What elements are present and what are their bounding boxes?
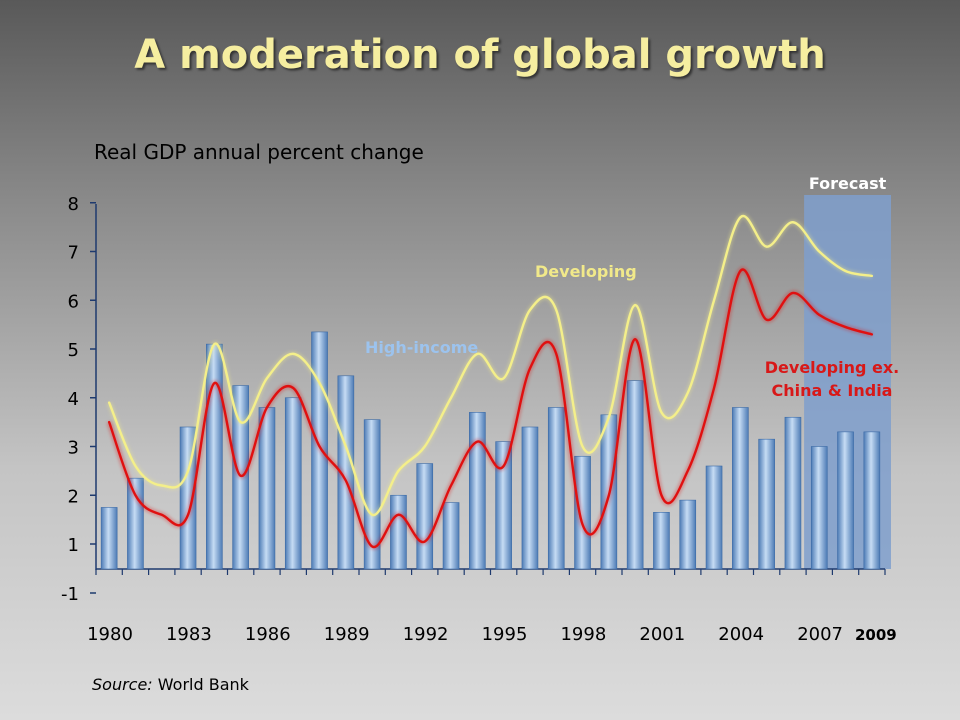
bar [810, 446, 828, 570]
label-developing-ex-line2: China & India [772, 381, 893, 400]
bar [626, 380, 644, 570]
bar [363, 419, 381, 570]
bar [547, 407, 565, 570]
x-tick-label: 1986 [245, 624, 291, 645]
bar [732, 407, 749, 570]
bar [679, 499, 697, 570]
line-developing [107, 214, 874, 516]
bar [442, 502, 460, 570]
y-tick-label: 7 [68, 243, 79, 264]
x-tick-label: 1980 [87, 624, 133, 645]
x-tick-label: 1983 [166, 624, 212, 645]
bar [784, 416, 802, 570]
bar [705, 465, 723, 570]
x-tick-label: 1992 [403, 624, 449, 645]
y-tick-label: 1 [68, 535, 79, 556]
source-text: World Bank [157, 675, 249, 694]
bar [390, 494, 407, 570]
source-note: Source: World Bank [92, 675, 249, 694]
x-axis: 1980 1983 1986 1989 1992 1995 1998 2001 2004 2007… [87, 568, 897, 645]
label-developing: Developing [535, 262, 637, 281]
y-tick-label: 3 [68, 438, 79, 459]
y-tick-label: 4 [68, 389, 79, 410]
source-label: Source: [92, 675, 153, 694]
bar [863, 431, 881, 570]
bar [574, 455, 591, 570]
x-tick-label: 2009 [855, 626, 897, 644]
bar [495, 441, 512, 570]
bar [258, 407, 276, 570]
label-developing-ex-line1: Developing ex. [765, 358, 900, 377]
bar [521, 426, 539, 570]
x-tick-label: 1998 [560, 624, 606, 645]
y-tick-label: 6 [68, 291, 79, 312]
bar [416, 463, 434, 570]
bar [653, 512, 670, 570]
bar [837, 431, 854, 570]
forecast-label: Forecast [809, 174, 887, 193]
bar-series-high-income [100, 331, 881, 570]
x-tick-label: 1995 [482, 624, 528, 645]
line-developing-ex-china-india [107, 268, 874, 548]
bar [100, 507, 118, 570]
page-title: A moderation of global growth [134, 32, 826, 78]
bar [758, 438, 775, 570]
x-tick-label: 2007 [797, 624, 843, 645]
x-tick-label: 1989 [324, 624, 370, 645]
chart-subtitle: Real GDP annual percent change [94, 140, 424, 164]
label-high-income: High-income [365, 338, 478, 357]
y-tick-label: 8 [68, 194, 79, 215]
y-axis: -1 1 2 3 4 5 6 7 8 [61, 194, 97, 605]
bar [469, 412, 486, 570]
y-tick-label: -1 [61, 584, 79, 605]
bar [206, 343, 223, 570]
x-tick-label: 2004 [718, 624, 764, 645]
bar [284, 397, 302, 570]
x-tick-label: 2001 [639, 624, 685, 645]
y-tick-label: 2 [68, 486, 79, 507]
y-tick-label: 5 [68, 340, 79, 361]
line-series [106, 213, 874, 550]
